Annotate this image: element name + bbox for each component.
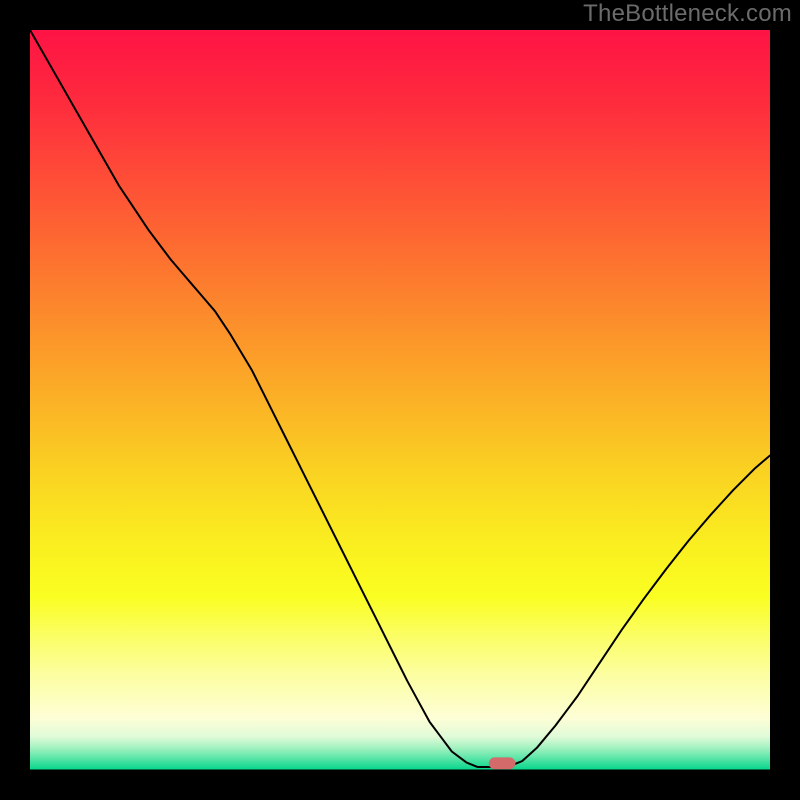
plot-svg: [30, 30, 770, 770]
plot-background: [30, 30, 770, 770]
chart-stage: TheBottleneck.com: [0, 0, 800, 800]
bottleneck-plot: [30, 30, 770, 770]
optimal-marker: [489, 757, 516, 769]
watermark-text: TheBottleneck.com: [583, 0, 792, 28]
